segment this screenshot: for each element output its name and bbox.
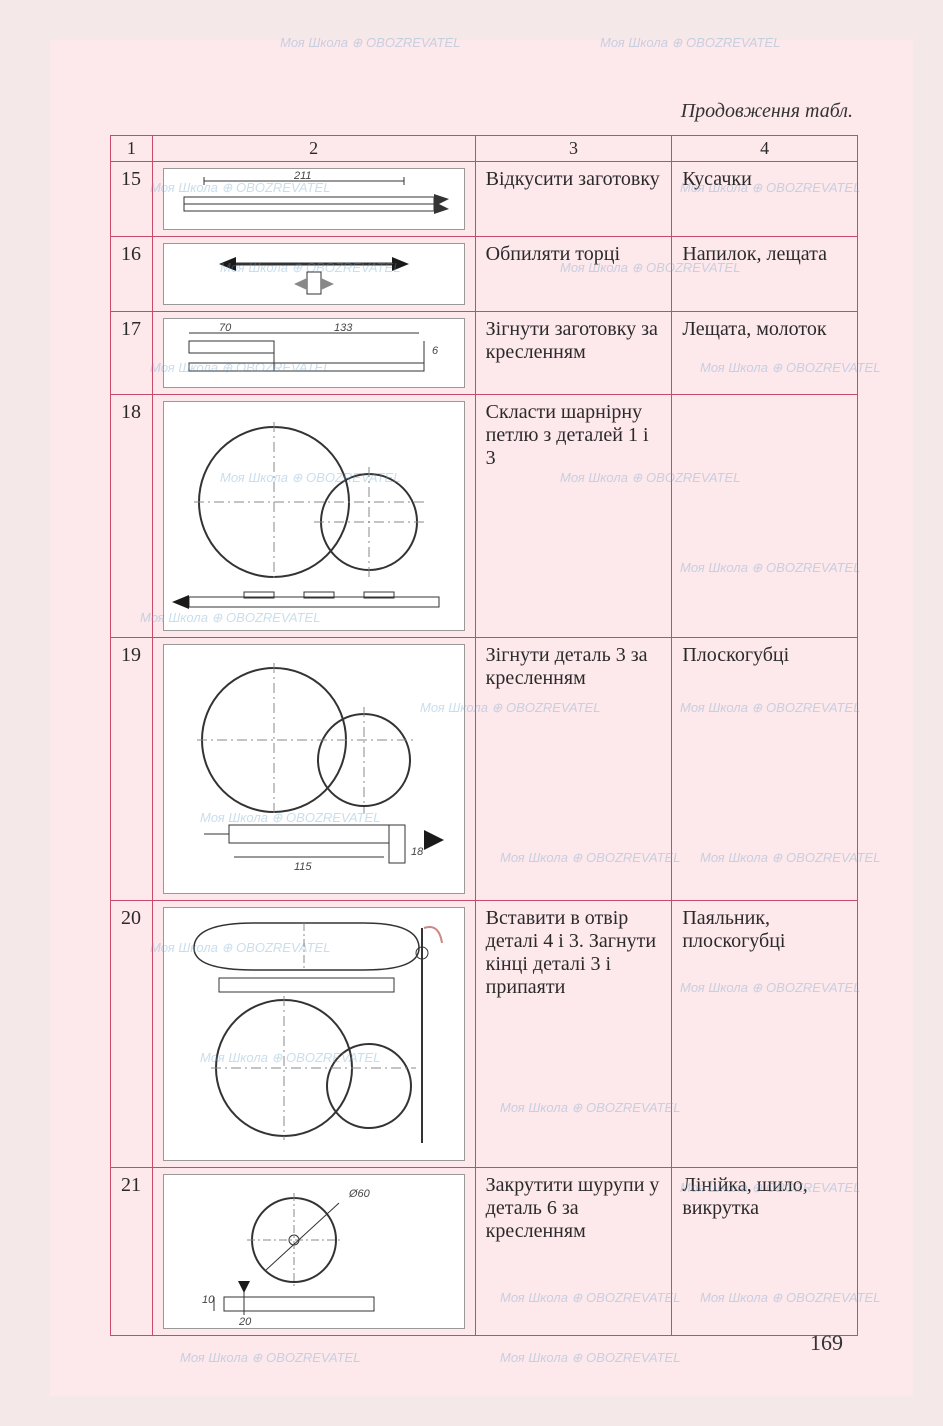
table-row: 20 Вставит xyxy=(111,901,858,1168)
tools-cell: Паяльник, плоскогубці xyxy=(672,901,858,1168)
diagram-cell: 211 xyxy=(152,162,475,237)
cloud3-svg xyxy=(164,908,464,1160)
table-row: 18 xyxy=(111,395,858,638)
operation-desc: Вставити в отвір деталі 4 і 3. Загнути к… xyxy=(475,901,672,1168)
operation-desc: Відкусити заготовку xyxy=(475,162,672,237)
table-row: 19 115 18 xyxy=(111,638,858,901)
operation-desc: Скласти шарнірну петлю з деталей 1 і 3 xyxy=(475,395,672,638)
arrow-left-icon xyxy=(219,257,236,271)
dim-label: 133 xyxy=(334,322,353,334)
dim-label: 20 xyxy=(238,1316,252,1328)
table-header-row: 1 2 3 4 xyxy=(111,136,858,162)
operation-desc: Зігнути деталь 3 за кресленням xyxy=(475,638,672,901)
table-continuation-label: Продовження табл. xyxy=(681,100,853,123)
diagram-cloud-3 xyxy=(163,907,465,1161)
diagram-rod-cut: 211 xyxy=(163,168,465,230)
tools-cell: Лінійка, шило, викрутка xyxy=(672,1168,858,1336)
tools-cell xyxy=(672,395,858,638)
diagram-cell xyxy=(152,237,475,312)
cutter-icon xyxy=(434,194,449,214)
diagram-cell: 70 133 6 xyxy=(152,312,475,395)
diagram-file-ends xyxy=(163,243,465,305)
dim-label: 115 xyxy=(294,861,312,873)
cloud1-svg xyxy=(164,402,464,630)
diagram-wheel-screw: Ø60 20 10 xyxy=(163,1174,465,1329)
page-number: 169 xyxy=(810,1330,843,1356)
row-number: 18 xyxy=(111,395,153,638)
table-row: 21 Ø60 20 10 xyxy=(111,1168,858,1336)
header-col-3: 3 xyxy=(475,136,672,162)
diagram-cell: Ø60 20 10 xyxy=(152,1168,475,1336)
diagram-cloud-2: 115 18 xyxy=(163,644,465,894)
header-col-4: 4 xyxy=(672,136,858,162)
tools-cell: Лещата, молоток xyxy=(672,312,858,395)
diagram-cell xyxy=(152,901,475,1168)
cloud2-svg: 115 18 xyxy=(164,645,464,893)
operation-desc: Закрутити шурупи у деталь 6 за креслення… xyxy=(475,1168,672,1336)
dim-label: 70 xyxy=(219,322,232,334)
diagram-bend-dims: 70 133 6 xyxy=(163,318,465,388)
row-number: 15 xyxy=(111,162,153,237)
dim-label: 10 xyxy=(202,1294,215,1306)
arrow-icon xyxy=(424,830,444,850)
header-col-2: 2 xyxy=(152,136,475,162)
dim-label: 6 xyxy=(432,345,439,357)
rod-cut-svg: 211 xyxy=(164,169,464,229)
diagram-cell xyxy=(152,395,475,638)
wheel-svg: Ø60 20 10 xyxy=(164,1175,464,1328)
table-row: 17 70 133 6 Зігнути загото xyxy=(111,312,858,395)
diagram-cloud-1 xyxy=(163,401,465,631)
dim-label: Ø60 xyxy=(348,1188,371,1200)
arrow-right-icon xyxy=(392,257,409,271)
table-row: 16 Обпиляти торці Напилок, лещата xyxy=(111,237,858,312)
operation-desc: Зігнути заготовку за кресленням xyxy=(475,312,672,395)
header-col-1: 1 xyxy=(111,136,153,162)
diagram-cell: 115 18 xyxy=(152,638,475,901)
page-container: Продовження табл. 1 2 3 4 15 211 xyxy=(50,40,913,1396)
row-number: 21 xyxy=(111,1168,153,1336)
dim-label: 211 xyxy=(293,170,312,182)
tools-cell: Плоскогубці xyxy=(672,638,858,901)
dim-label: 18 xyxy=(411,846,424,858)
row-number: 19 xyxy=(111,638,153,901)
table-row: 15 211 Відкусити заготовку Кусачки xyxy=(111,162,858,237)
arrow-down-icon xyxy=(238,1281,250,1293)
row-number: 16 xyxy=(111,237,153,312)
tools-cell: Напилок, лещата xyxy=(672,237,858,312)
row-number: 17 xyxy=(111,312,153,395)
file-ends-svg xyxy=(164,244,464,304)
bend-svg: 70 133 6 xyxy=(164,319,464,387)
tools-cell: Кусачки xyxy=(672,162,858,237)
process-table: 1 2 3 4 15 211 xyxy=(110,135,858,1336)
arrow-icon xyxy=(172,595,189,609)
operation-desc: Обпиляти торці xyxy=(475,237,672,312)
row-number: 20 xyxy=(111,901,153,1168)
